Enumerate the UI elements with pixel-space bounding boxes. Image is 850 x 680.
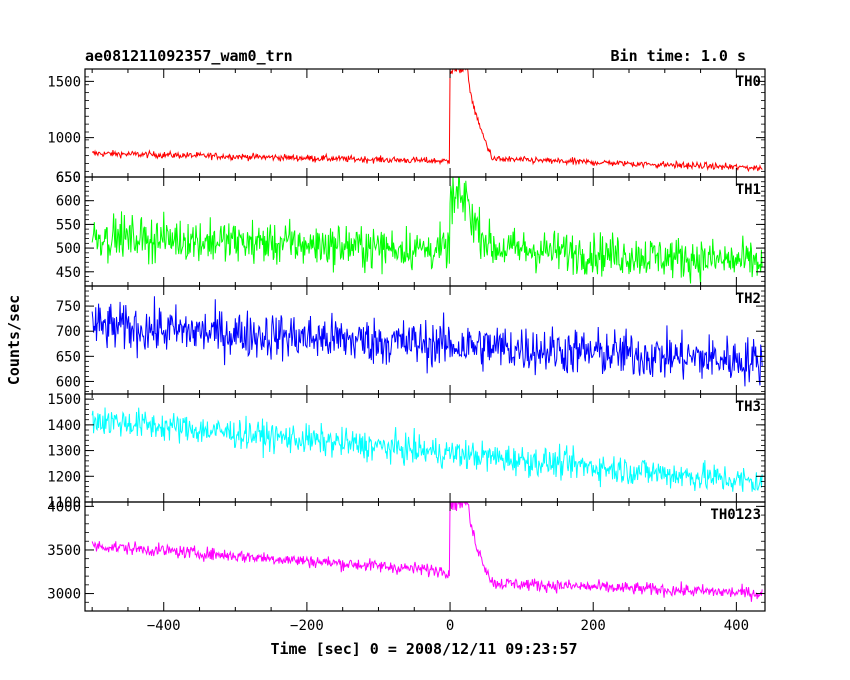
y-tick-label: 600 <box>56 374 81 390</box>
bin-time-label: Bin time: 1.0 s <box>611 47 746 65</box>
panel-frame <box>84 501 766 612</box>
panel-label-th1: TH1 <box>736 182 761 198</box>
series-th1 <box>91 177 763 285</box>
series-th3 <box>91 407 763 492</box>
y-tick-label: 700 <box>56 324 81 340</box>
panel-th1: TH1 450 500 550 600 650 <box>56 170 766 287</box>
panels-group: TH065010001500TH1450500550600650TH260065… <box>47 68 766 612</box>
y-tick-label: 1300 <box>47 444 81 460</box>
y-tick-label: 450 <box>56 265 81 281</box>
series-th2 <box>91 296 763 387</box>
y-tick-label: 4000 <box>47 499 81 515</box>
y-tick-label: 1500 <box>47 74 81 90</box>
x-tick-label: 0 <box>446 618 454 634</box>
y-tick-label: 3000 <box>47 587 81 603</box>
y-tick-label: 650 <box>56 170 81 186</box>
y-tick-label: 1400 <box>47 418 81 434</box>
y-tick-label: 1000 <box>47 131 81 147</box>
x-tick-label: −400 <box>147 618 181 634</box>
panel-th0: TH0 650 1000 1500 <box>47 68 766 186</box>
panel-th0123: TH0123 3000 3500 4000 <box>47 499 766 612</box>
panel-label-th2: TH2 <box>736 291 761 307</box>
panel-label-th3: TH3 <box>736 399 761 415</box>
y-tick-label: 500 <box>56 241 81 257</box>
panel-label-th0123: TH0123 <box>710 507 761 523</box>
y-tick-label: 3500 <box>47 543 81 559</box>
panel-th3: TH3 1100 1200 1300 1400 1500 <box>47 392 766 511</box>
panel-label-th0: TH0 <box>736 74 761 90</box>
x-tick-label: 400 <box>724 618 749 634</box>
y-tick-label: 750 <box>56 299 81 315</box>
y-tick-label: 1500 <box>47 392 81 408</box>
panel-frame <box>84 176 766 287</box>
panel-th2: TH2 600 650 700 750 <box>56 285 766 395</box>
chart-title: ae081211092357_wam0_trn <box>85 47 293 65</box>
x-axis: −400 −200 0 200 400 <box>147 618 749 634</box>
x-tick-label: −200 <box>290 618 324 634</box>
x-axis-label: Time [sec] 0 = 2008/12/11 09:23:57 <box>270 640 577 658</box>
y-tick-label: 650 <box>56 349 81 365</box>
y-axis-label: Counts/sec <box>5 295 23 385</box>
y-tick-label: 650 <box>56 170 81 186</box>
x-tick-label: 200 <box>581 618 606 634</box>
series-th0123 <box>91 502 763 602</box>
y-tick-label: 1100 <box>47 495 81 511</box>
y-tick-label: 1200 <box>47 469 81 485</box>
y-tick-label: 600 <box>56 194 81 210</box>
series-th0 <box>91 69 763 173</box>
y-tick-label: 550 <box>56 217 81 233</box>
